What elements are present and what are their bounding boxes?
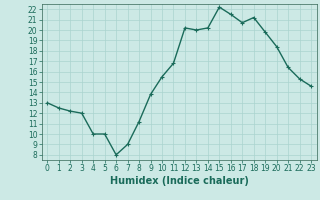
X-axis label: Humidex (Indice chaleur): Humidex (Indice chaleur) <box>110 176 249 186</box>
